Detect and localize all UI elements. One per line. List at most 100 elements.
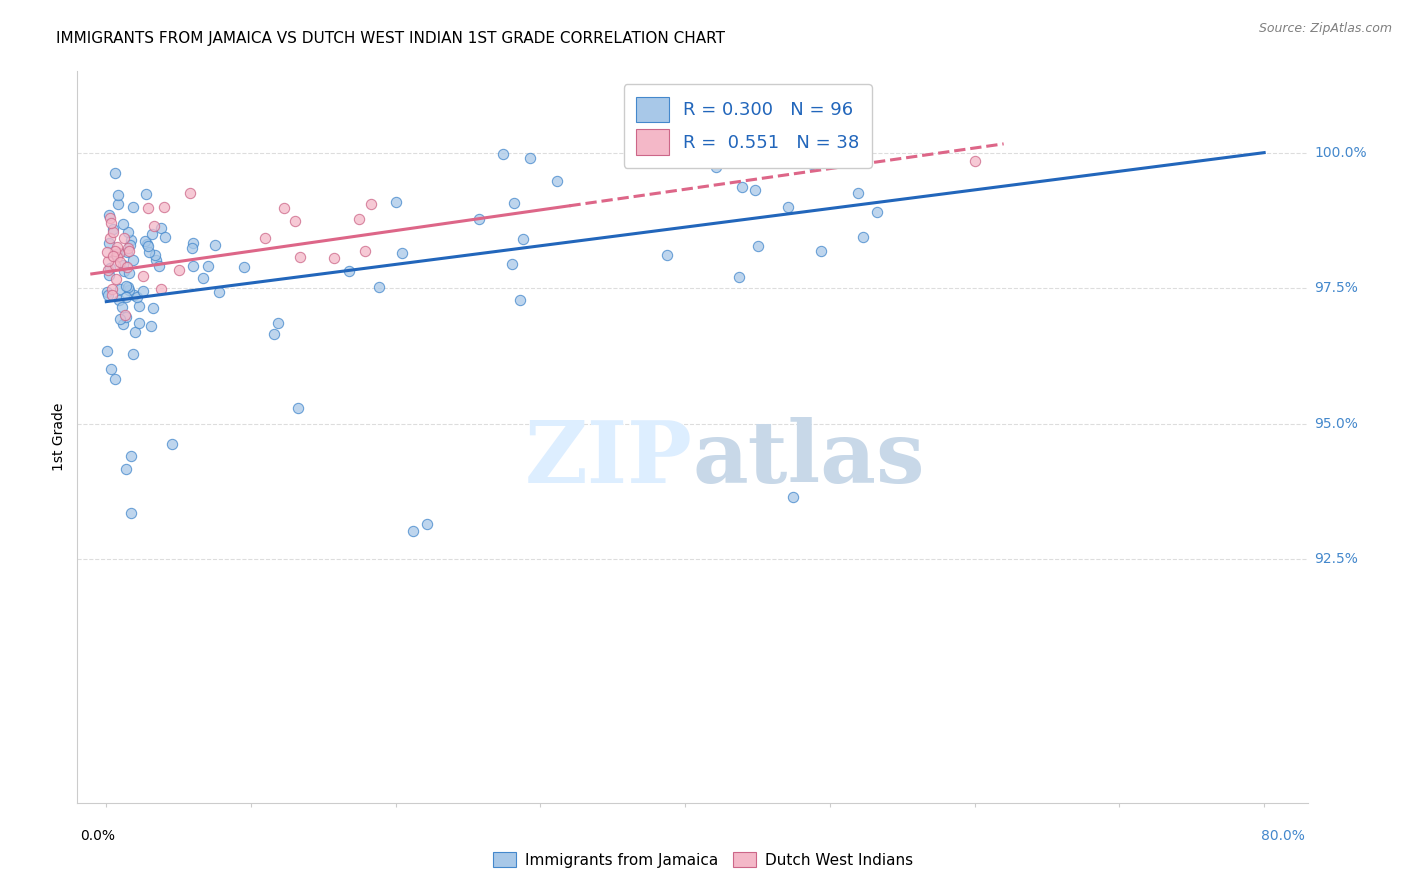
Point bbox=[101, 282, 124, 296]
Point bbox=[191, 270, 214, 285]
Point bbox=[105, 240, 128, 254]
Point bbox=[117, 225, 139, 239]
Point bbox=[208, 285, 231, 299]
Text: 0.0%: 0.0% bbox=[80, 830, 115, 843]
Point bbox=[181, 241, 204, 255]
Point bbox=[267, 316, 290, 330]
Point bbox=[148, 259, 170, 273]
Text: 95.0%: 95.0% bbox=[1315, 417, 1358, 431]
Point bbox=[181, 259, 204, 273]
Point bbox=[115, 260, 138, 275]
Point bbox=[122, 347, 145, 361]
Point bbox=[512, 231, 534, 245]
Point bbox=[112, 218, 135, 232]
Point bbox=[101, 249, 124, 263]
Point bbox=[167, 263, 190, 277]
Point bbox=[98, 208, 121, 222]
Point bbox=[115, 278, 138, 293]
Point bbox=[120, 449, 142, 463]
Point bbox=[111, 300, 134, 314]
Point bbox=[104, 166, 127, 180]
Point bbox=[122, 288, 145, 302]
Point bbox=[337, 264, 360, 278]
Text: Source: ZipAtlas.com: Source: ZipAtlas.com bbox=[1258, 22, 1392, 36]
Point bbox=[131, 284, 153, 298]
Point bbox=[108, 255, 131, 269]
Point bbox=[107, 293, 129, 307]
Point bbox=[128, 299, 150, 313]
Text: IMMIGRANTS FROM JAMAICA VS DUTCH WEST INDIAN 1ST GRADE CORRELATION CHART: IMMIGRANTS FROM JAMAICA VS DUTCH WEST IN… bbox=[56, 31, 725, 46]
Point bbox=[112, 231, 135, 245]
Point bbox=[104, 244, 127, 258]
Point bbox=[107, 197, 129, 211]
Point bbox=[263, 326, 285, 341]
Point bbox=[122, 253, 145, 268]
Point bbox=[103, 222, 125, 236]
Point bbox=[100, 216, 122, 230]
Point bbox=[107, 188, 129, 202]
Point bbox=[866, 204, 889, 219]
Point bbox=[323, 251, 346, 265]
Point bbox=[104, 247, 127, 261]
Point bbox=[101, 225, 124, 239]
Point bbox=[273, 201, 295, 215]
Text: 100.0%: 100.0% bbox=[1315, 145, 1367, 160]
Point bbox=[963, 153, 986, 168]
Point bbox=[134, 234, 156, 248]
Point bbox=[150, 221, 173, 235]
Text: 80.0%: 80.0% bbox=[1261, 830, 1305, 843]
Point bbox=[416, 517, 439, 532]
Point bbox=[145, 253, 167, 268]
Point bbox=[97, 287, 120, 301]
Point bbox=[139, 318, 162, 333]
Point bbox=[801, 157, 824, 171]
Point bbox=[136, 237, 159, 252]
Point bbox=[114, 310, 136, 324]
Point bbox=[108, 312, 131, 326]
Point bbox=[111, 258, 134, 272]
Point bbox=[731, 180, 754, 194]
Point bbox=[360, 197, 382, 211]
Point bbox=[115, 244, 138, 259]
Point bbox=[98, 211, 121, 225]
Point bbox=[122, 201, 145, 215]
Point bbox=[108, 282, 131, 296]
Point bbox=[347, 212, 370, 227]
Point bbox=[118, 283, 141, 297]
Point bbox=[810, 244, 832, 259]
Point bbox=[115, 290, 138, 304]
Point bbox=[120, 234, 142, 248]
Point bbox=[96, 244, 118, 259]
Point bbox=[197, 259, 219, 273]
Point bbox=[98, 260, 121, 275]
Point bbox=[846, 186, 869, 201]
Point bbox=[103, 372, 125, 386]
Point bbox=[204, 238, 226, 252]
Point bbox=[367, 280, 389, 294]
Point bbox=[108, 246, 131, 260]
Point bbox=[468, 212, 491, 227]
Point bbox=[128, 316, 150, 330]
Point bbox=[509, 293, 531, 307]
Point bbox=[136, 201, 159, 215]
Point bbox=[100, 362, 122, 376]
Point bbox=[105, 250, 128, 264]
Point bbox=[114, 308, 136, 322]
Point bbox=[124, 325, 146, 339]
Point bbox=[97, 254, 120, 268]
Point bbox=[125, 290, 148, 304]
Point bbox=[402, 524, 425, 538]
Legend: Immigrants from Jamaica, Dutch West Indians: Immigrants from Jamaica, Dutch West Indi… bbox=[485, 844, 921, 875]
Point bbox=[135, 186, 157, 201]
Point bbox=[96, 285, 118, 300]
Legend: R = 0.300   N = 96, R =  0.551   N = 38: R = 0.300 N = 96, R = 0.551 N = 38 bbox=[624, 84, 872, 168]
Point bbox=[747, 239, 769, 253]
Point bbox=[104, 258, 127, 272]
Text: ZIP: ZIP bbox=[524, 417, 693, 501]
Point bbox=[353, 244, 375, 258]
Point bbox=[160, 437, 183, 451]
Point bbox=[728, 270, 751, 285]
Point bbox=[112, 264, 135, 278]
Text: atlas: atlas bbox=[693, 417, 925, 501]
Point bbox=[391, 245, 413, 260]
